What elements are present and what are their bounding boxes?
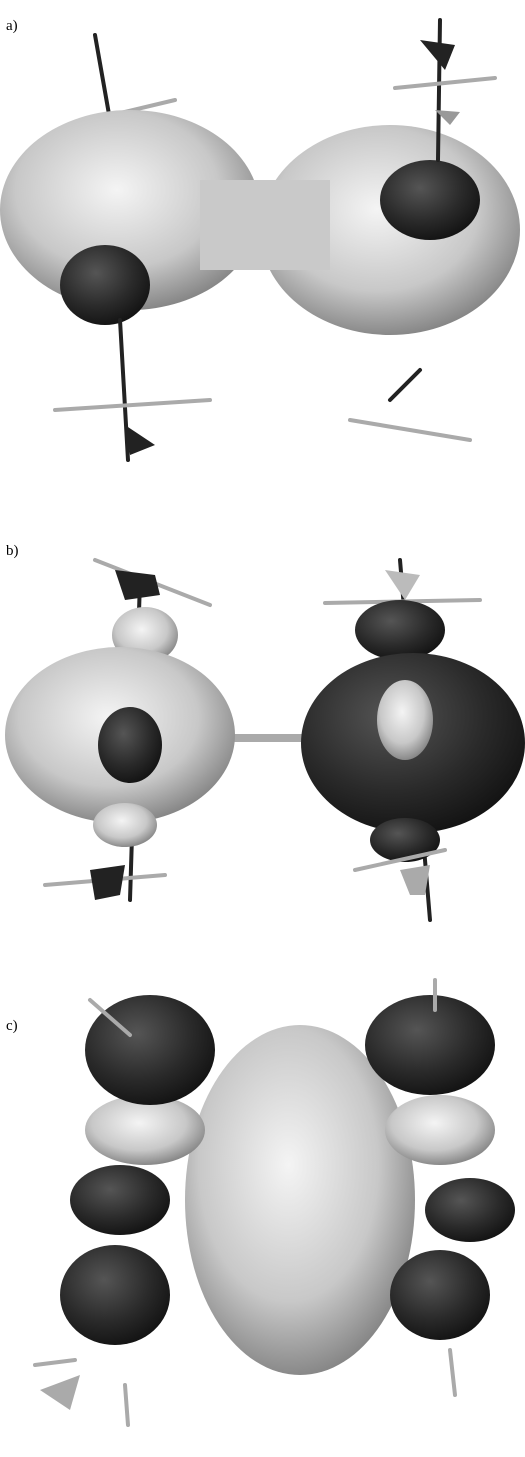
- figure: a) b): [0, 0, 525, 1457]
- page: a) b): [0, 0, 525, 1457]
- panel-b: [5, 560, 525, 920]
- panel-a: [0, 20, 520, 460]
- panel-c: [35, 980, 515, 1425]
- panel-label: b): [6, 543, 19, 559]
- panel-label: a): [6, 18, 18, 34]
- panel-label: c): [6, 1018, 18, 1034]
